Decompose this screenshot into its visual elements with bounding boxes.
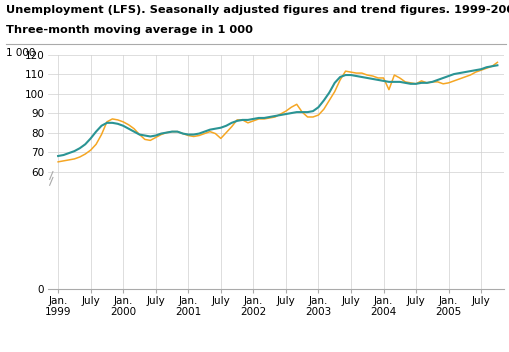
Trend (408, 82, 414, 86)
Trend (180, 131, 186, 136)
Trend (158, 131, 164, 136)
Trend (494, 63, 500, 67)
Line: Trend: Trend (58, 65, 497, 156)
Text: Unemployment (LFS). Seasonally adjusted figures and trend figures. 1999-2005.: Unemployment (LFS). Seasonally adjusted … (6, 5, 509, 15)
Trend (175, 130, 181, 134)
Seasonally adjusted (55, 160, 61, 164)
Seasonally adjusted (408, 81, 414, 85)
Seasonally adjusted (175, 130, 181, 134)
Trend (261, 116, 267, 120)
Seasonally adjusted (180, 131, 186, 136)
Trend (55, 154, 61, 158)
Seasonally adjusted (494, 60, 500, 64)
Seasonally adjusted (158, 132, 164, 137)
Text: 1 000: 1 000 (6, 48, 36, 57)
Text: Three-month moving average in 1 000: Three-month moving average in 1 000 (6, 25, 253, 34)
Seasonally adjusted (397, 76, 403, 80)
Line: Seasonally adjusted: Seasonally adjusted (58, 62, 497, 162)
Trend (397, 80, 403, 84)
Seasonally adjusted (261, 117, 267, 121)
